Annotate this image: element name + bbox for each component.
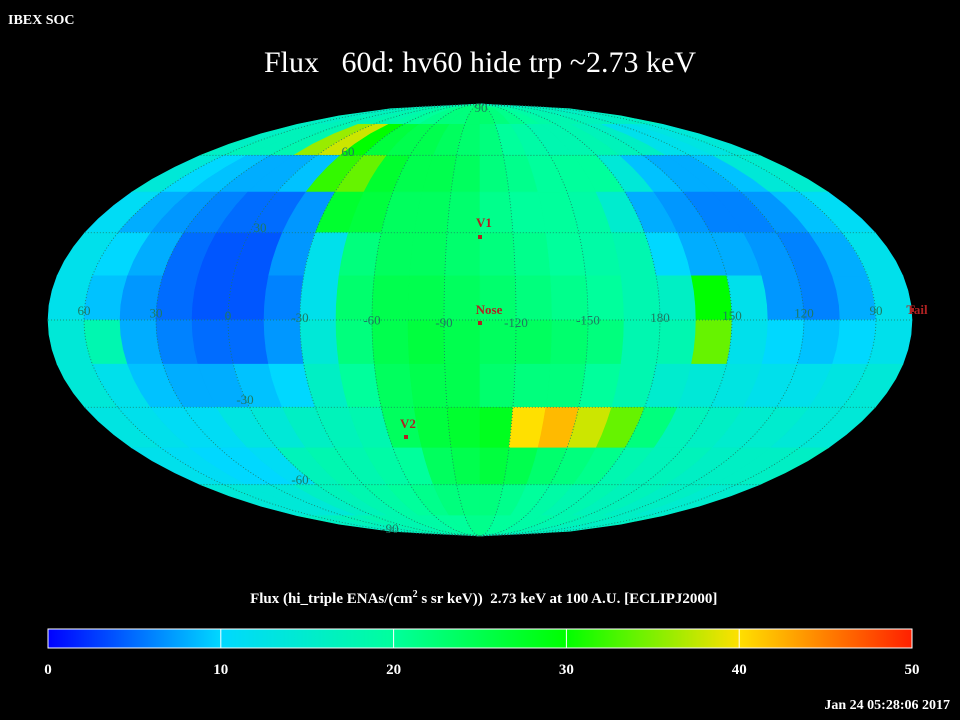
colorbar-tick-label: 40 <box>732 662 747 678</box>
flux-pixel <box>512 232 551 277</box>
flux-pixel <box>479 406 514 449</box>
lon-label: -150 <box>576 313 600 328</box>
lon-label: -60 <box>363 313 380 328</box>
label-part: s sr keV)) 2.73 keV at 100 A.U. [ECLIPJ2… <box>418 591 718 607</box>
header: IBEX SOC <box>8 13 75 28</box>
lon-label: 90 <box>870 303 883 318</box>
colorbar-label: Flux (hi_triple ENAs/(cm2 s sr keV)) 2.7… <box>231 589 728 607</box>
marker-label: Tail <box>906 302 928 317</box>
meridian <box>299 103 481 537</box>
lat-label: 60 <box>342 144 355 159</box>
flux-pixel <box>691 319 733 365</box>
flux-pixel <box>155 319 199 365</box>
lon-label: -30 <box>291 310 308 325</box>
colorbar-tick-label: 20 <box>386 662 401 678</box>
flux-pixel <box>512 363 551 408</box>
flux-pixel <box>479 232 516 277</box>
flux-pixel <box>444 363 481 408</box>
timestamp: Jan 24 05:28:06 2017 <box>824 698 950 713</box>
lon-label: 120 <box>794 306 814 321</box>
flux-pixel <box>446 406 481 449</box>
lat-label: 90 <box>475 100 488 115</box>
lat-label: -60 <box>291 472 308 487</box>
flux-pixel <box>479 515 663 537</box>
flux-pixel <box>479 363 516 408</box>
marker-label: V1 <box>476 215 492 230</box>
lon-label: 180 <box>650 310 670 325</box>
flux-pixel <box>514 275 553 321</box>
flux-pixel <box>407 275 446 321</box>
colorbar-tick-label: 10 <box>213 662 228 678</box>
colorbar-tick-label: 50 <box>905 662 920 678</box>
label-superscript: 2 <box>413 589 418 600</box>
colorbar-tick-label: 0 <box>44 662 52 678</box>
flux-pixel <box>726 319 769 365</box>
flux-pixel <box>191 319 234 365</box>
marker-dot <box>404 435 408 439</box>
marker-label: V2 <box>400 416 416 431</box>
lon-label: 30 <box>150 306 163 321</box>
flux-pixel <box>796 319 841 365</box>
colorbar-tick-label: 30 <box>559 662 574 678</box>
marker-dot <box>478 321 482 325</box>
lat-label: -90 <box>381 521 398 536</box>
flux-pixel <box>761 319 805 365</box>
flux-pixel <box>620 319 661 365</box>
flux-pixel <box>444 232 481 277</box>
colorbar-bar <box>47 628 913 649</box>
flux-pixel <box>409 232 448 277</box>
lon-label: -120 <box>504 315 528 330</box>
flux-pixel <box>227 319 269 365</box>
lon-label: 0 <box>225 308 232 323</box>
marker-dot <box>910 308 914 312</box>
title: Flux 60d: hv60 hide trp ~2.73 keV <box>264 46 696 79</box>
marker-dot <box>478 235 482 239</box>
flux-pixel <box>227 275 269 321</box>
flux-pixel <box>655 319 697 365</box>
flux-pixel <box>443 275 481 321</box>
flux-pixel <box>299 319 340 365</box>
colorbar: 0 10 20 30 40 50 <box>44 628 920 678</box>
lon-label: -90 <box>435 315 452 330</box>
flux-pixel <box>409 363 448 408</box>
lon-label: 150 <box>722 308 742 323</box>
label-part: Flux (hi_triple ENAs/(cm <box>250 591 413 607</box>
marker-label: Nose <box>476 302 503 317</box>
flux-pixel <box>263 319 305 365</box>
lat-label: -30 <box>236 392 253 407</box>
sky-map: 60 30 0 -30 -60 -90 -120 -150 180 150 120 90 90 60 30 -… <box>47 100 928 537</box>
lat-label: 30 <box>254 220 267 235</box>
lon-label: 60 <box>78 303 91 318</box>
